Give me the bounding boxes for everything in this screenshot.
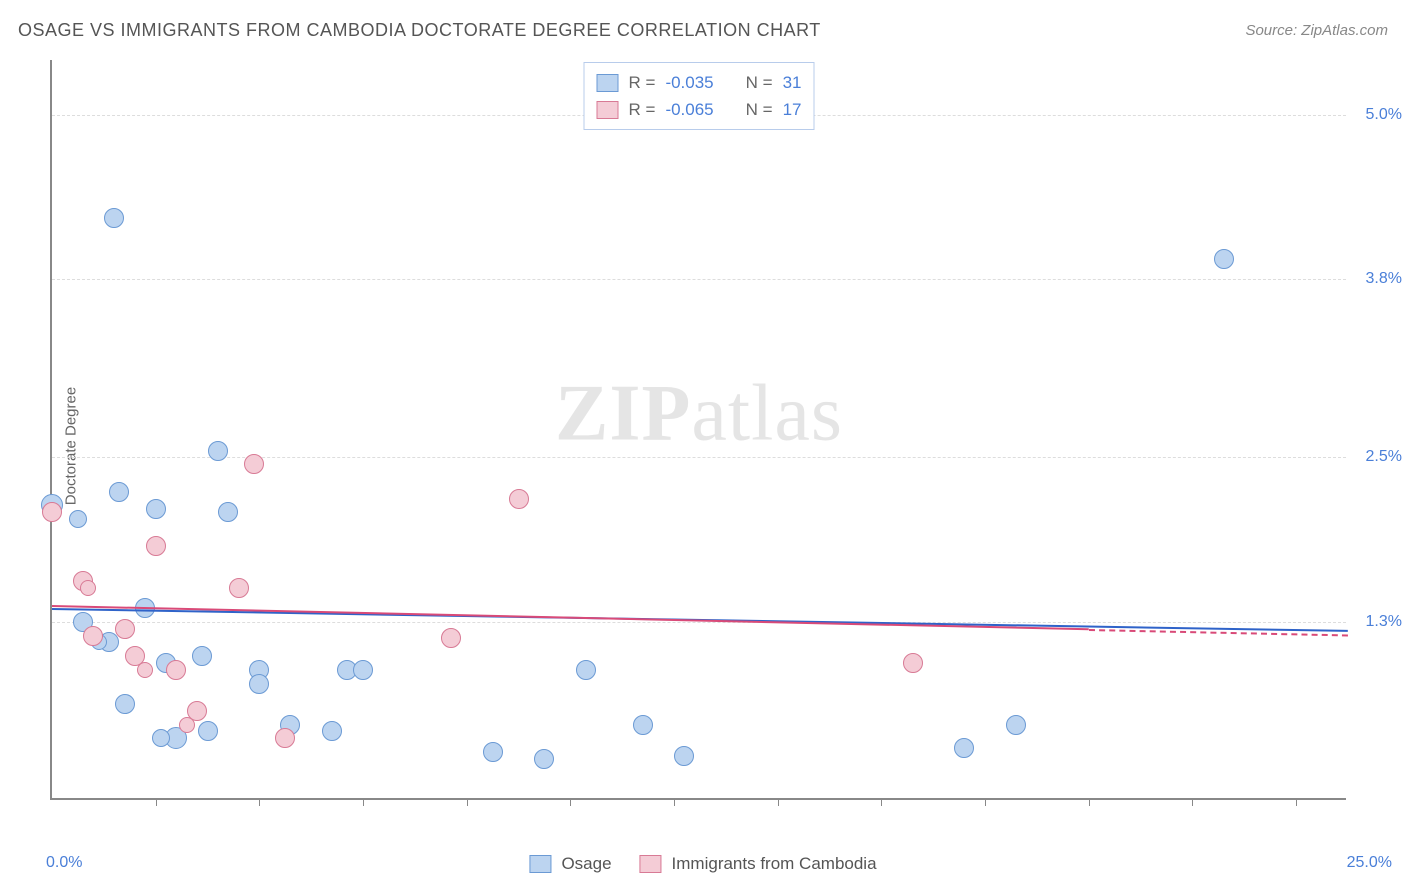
legend-r-value: -0.065 <box>665 96 713 123</box>
legend-swatch <box>597 74 619 92</box>
data-point <box>146 536 166 556</box>
legend-swatch <box>640 855 662 873</box>
data-point <box>83 626 103 646</box>
x-tick <box>881 798 882 806</box>
data-point <box>115 694 135 714</box>
data-point <box>179 717 195 733</box>
watermark-suffix: atlas <box>691 370 843 458</box>
legend-r-value: -0.035 <box>665 69 713 96</box>
data-point <box>534 749 554 769</box>
data-point <box>244 454 264 474</box>
legend-label: Immigrants from Cambodia <box>672 854 877 874</box>
data-point <box>137 662 153 678</box>
data-point <box>109 482 129 502</box>
gridline <box>52 279 1346 280</box>
x-tick <box>674 798 675 806</box>
data-point <box>192 646 212 666</box>
data-point <box>218 502 238 522</box>
legend-n-label: N = <box>746 69 773 96</box>
data-point <box>483 742 503 762</box>
y-tick-label: 2.5% <box>1366 448 1402 466</box>
x-tick <box>778 798 779 806</box>
legend-item: Osage <box>529 854 611 874</box>
watermark-prefix: ZIP <box>555 370 691 458</box>
gridline <box>52 622 1346 623</box>
correlation-legend: R = -0.035 N = 31 R = -0.065 N = 17 <box>584 62 815 130</box>
legend-swatch <box>597 101 619 119</box>
x-tick <box>1192 798 1193 806</box>
chart-title: OSAGE VS IMMIGRANTS FROM CAMBODIA DOCTOR… <box>18 20 821 41</box>
legend-item: Immigrants from Cambodia <box>640 854 877 874</box>
data-point <box>1214 249 1234 269</box>
data-point <box>903 653 923 673</box>
x-tick <box>1296 798 1297 806</box>
data-point <box>674 746 694 766</box>
source-credit: Source: ZipAtlas.com <box>1245 22 1388 39</box>
x-tick <box>467 798 468 806</box>
legend-row: R = -0.065 N = 17 <box>597 96 802 123</box>
x-tick <box>259 798 260 806</box>
y-tick-label: 1.3% <box>1366 613 1402 631</box>
data-point <box>104 208 124 228</box>
legend-row: R = -0.035 N = 31 <box>597 69 802 96</box>
y-tick-label: 3.8% <box>1366 270 1402 288</box>
data-point <box>208 441 228 461</box>
x-axis-min-label: 0.0% <box>46 854 82 872</box>
data-point <box>954 738 974 758</box>
data-point <box>198 721 218 741</box>
legend-n-value: 17 <box>783 96 802 123</box>
data-point <box>229 578 249 598</box>
data-point <box>1006 715 1026 735</box>
legend-swatch <box>529 855 551 873</box>
data-point <box>633 715 653 735</box>
x-tick <box>570 798 571 806</box>
data-point <box>441 628 461 648</box>
trend-line <box>52 605 1089 630</box>
y-tick-label: 5.0% <box>1366 106 1402 124</box>
data-point <box>69 510 87 528</box>
x-tick <box>156 798 157 806</box>
x-tick <box>985 798 986 806</box>
data-point <box>146 499 166 519</box>
data-point <box>42 502 62 522</box>
data-point <box>275 728 295 748</box>
legend-n-label: N = <box>746 96 773 123</box>
data-point <box>576 660 596 680</box>
watermark: ZIPatlas <box>555 369 843 460</box>
series-legend: Osage Immigrants from Cambodia <box>529 854 876 874</box>
x-tick <box>1089 798 1090 806</box>
legend-r-label: R = <box>629 69 656 96</box>
legend-n-value: 31 <box>783 69 802 96</box>
x-tick <box>363 798 364 806</box>
legend-r-label: R = <box>629 96 656 123</box>
data-point <box>166 660 186 680</box>
data-point <box>80 580 96 596</box>
data-point <box>353 660 373 680</box>
data-point <box>115 619 135 639</box>
data-point <box>509 489 529 509</box>
data-point <box>249 674 269 694</box>
x-axis-max-label: 25.0% <box>1347 854 1392 872</box>
data-point <box>322 721 342 741</box>
data-point <box>152 729 170 747</box>
legend-label: Osage <box>561 854 611 874</box>
chart-plot-area: ZIPatlas R = -0.035 N = 31 R = -0.065 N = 1… <box>50 60 1346 800</box>
